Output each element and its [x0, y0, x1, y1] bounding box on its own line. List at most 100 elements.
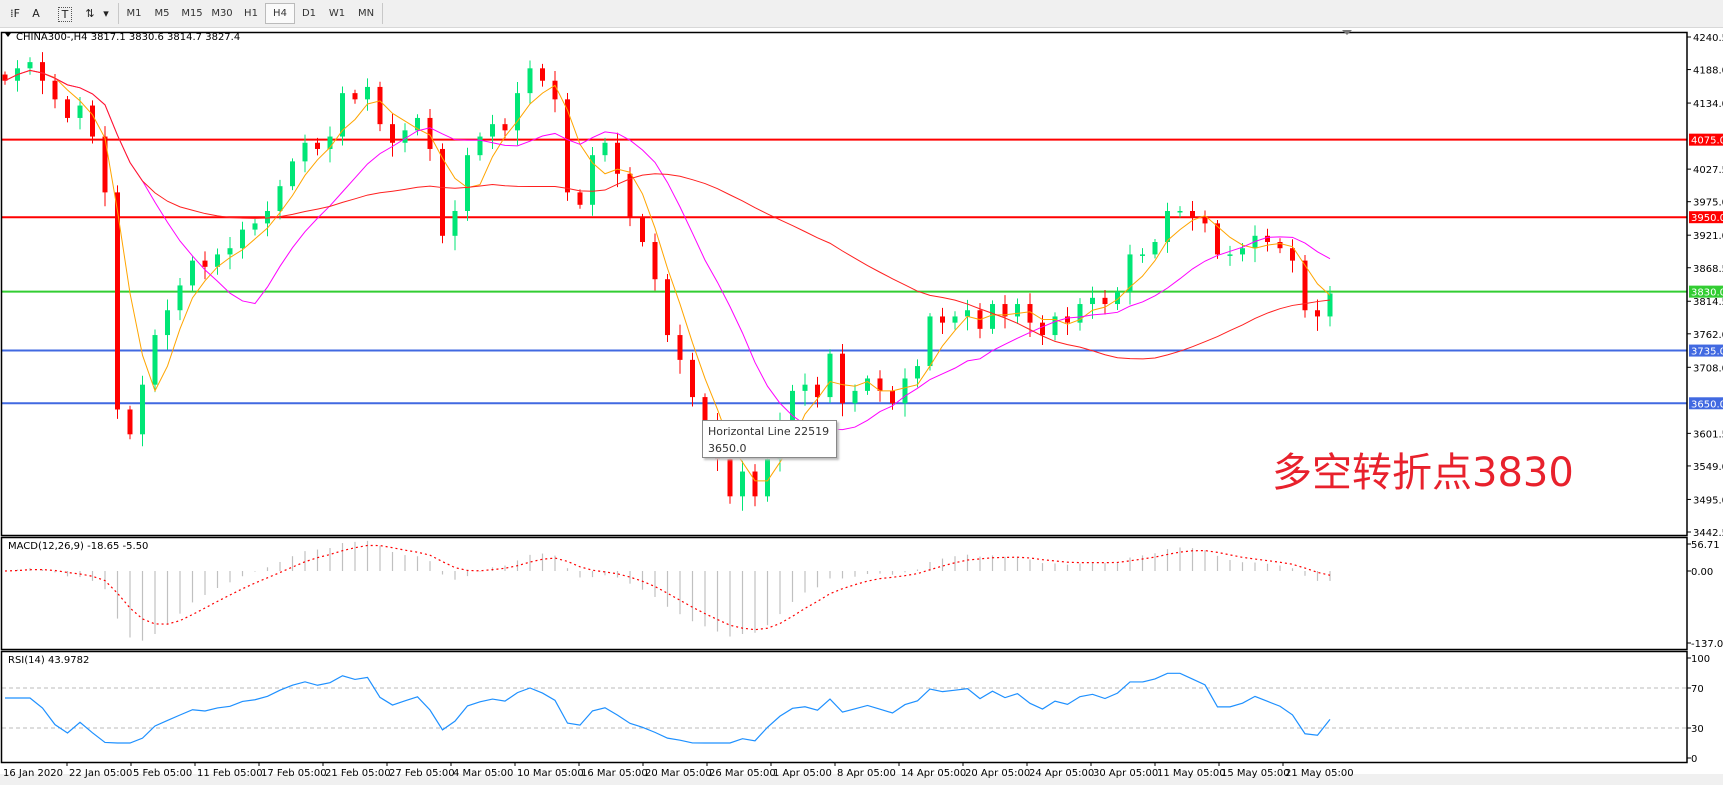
date-label: 1 Apr 05:00: [773, 768, 832, 779]
candle-body: [877, 378, 883, 391]
candle-body: [190, 260, 195, 286]
candle-body: [915, 366, 920, 379]
candle-body: [415, 117, 420, 131]
candle-body: [490, 124, 495, 137]
candle-body: [440, 148, 445, 236]
candle-body: [427, 117, 433, 149]
candle-body: [540, 68, 545, 81]
candle-body: [127, 409, 133, 435]
candle-body: [765, 459, 770, 497]
price-line-tag-label: 3950.0: [1691, 213, 1723, 224]
chart-annotation: 多空转折点3830: [1272, 450, 1574, 496]
price-line-tag: [1689, 285, 1723, 298]
candle-body: [1315, 310, 1320, 317]
rsi-tick-label: 0: [1691, 754, 1697, 765]
date-label: 27 Feb 05:00: [389, 768, 455, 779]
candle-body: [1115, 291, 1120, 305]
rsi-tick-label: 30: [1691, 724, 1704, 735]
candle-body: [590, 155, 595, 205]
candle-body: [1102, 297, 1108, 305]
candle-body: [215, 254, 220, 267]
rsi-panel[interactable]: [2, 672, 1687, 744]
timeframe-mn[interactable]: MN: [357, 8, 375, 19]
arrows-tool-icon[interactable]: ⇅: [85, 7, 95, 20]
candle-body: [277, 186, 283, 211]
date-label: 20 Mar 05:00: [645, 768, 712, 779]
price-tick-label: 4134.0: [1693, 99, 1723, 110]
date-label: 8 Apr 05:00: [837, 768, 896, 779]
candle-body: [65, 99, 70, 118]
text-tool-icon[interactable]: A: [32, 7, 40, 20]
candle-body: [1290, 248, 1295, 261]
candle-body: [52, 80, 58, 100]
candle-body: [802, 384, 808, 391]
price-tick-label: 3762.0: [1693, 330, 1723, 341]
candle-body: [152, 335, 158, 385]
candle-body: [790, 390, 795, 422]
candle-body: [1140, 254, 1145, 256]
macd-label: MACD(12,26,9) -18.65 -5.50: [8, 541, 148, 552]
candle-body: [1227, 254, 1233, 256]
macd-panel-border: [0, 536, 1688, 651]
price-tick-label: 3975.0: [1693, 198, 1723, 209]
price-panel-border: [0, 31, 1688, 537]
candle-body: [102, 136, 108, 193]
date-label: 21 May 05:00: [1285, 768, 1354, 779]
candle-body: [1215, 223, 1220, 255]
timeframe-m15[interactable]: M15: [181, 8, 203, 19]
candle-body: [690, 359, 695, 398]
candle-body: [665, 279, 670, 336]
candle-body: [1065, 316, 1070, 323]
rsi-panel-border: [0, 650, 1688, 764]
date-label: 11 Feb 05:00: [197, 768, 263, 779]
candle-body: [1240, 248, 1245, 255]
timeframe-d1[interactable]: D1: [301, 8, 317, 19]
macd-signal-line: [4, 544, 1331, 631]
price-line-tag-label: 3650.0: [1691, 399, 1723, 410]
timeframe-m5[interactable]: M5: [154, 8, 170, 19]
price-panel[interactable]: [2, 52, 1687, 511]
candle-body: [90, 105, 95, 137]
candle-body: [740, 471, 745, 497]
horizontal-line-tooltip: Horizontal Line 22519 3650.0: [702, 420, 837, 458]
candle-body: [327, 136, 333, 149]
date-label: 16 Jan 2020: [3, 768, 63, 779]
candle-body: [77, 105, 83, 118]
candle-body: [577, 192, 583, 205]
candle-body: [2, 74, 8, 81]
candle-body: [1040, 322, 1045, 336]
candle-body: [952, 316, 958, 323]
macd-panel[interactable]: [4, 540, 1331, 641]
timeframe-m1[interactable]: M1: [126, 8, 142, 19]
date-label: 14 Apr 05:00: [901, 768, 966, 779]
date-label: 24 Apr 05:00: [1029, 768, 1094, 779]
timeframe-m30[interactable]: M30: [211, 8, 233, 19]
candle-body: [1302, 260, 1308, 311]
candle-body: [1127, 254, 1133, 292]
text-label-icon[interactable]: T: [58, 7, 72, 22]
macd-tick-label: -137.01: [1691, 639, 1723, 650]
axes: 4240.5 4188.0 4134.0 4027.5 3975.0 3921.0 3868…: [0, 31, 1723, 779]
candle-body: [452, 210, 458, 236]
timeframe-h1[interactable]: H1: [244, 8, 258, 19]
date-label: 11 May 05:00: [1157, 768, 1226, 779]
chevron-down-icon[interactable]: ▾: [103, 7, 109, 20]
chart-window[interactable]: 4240.5 4188.0 4134.0 4027.5 3975.0 3921.0 3868…: [0, 28, 1723, 785]
candle-body: [27, 62, 33, 69]
chart-shift-marker-icon[interactable]: [1342, 30, 1352, 35]
ma-slow-line: [4, 69, 1331, 360]
price-tick-label: 3921.0: [1693, 231, 1723, 242]
grid-fibo-icon[interactable]: ⁞F: [10, 7, 20, 20]
date-label: 17 Feb 05:00: [261, 768, 327, 779]
price-tick-label: 4240.5: [1693, 33, 1723, 44]
timeframe-h4[interactable]: H4: [265, 3, 295, 24]
timeframe-w1[interactable]: W1: [328, 8, 346, 19]
price-tick-label: 3868.5: [1693, 264, 1723, 275]
candle-body: [840, 353, 845, 404]
candle-body: [965, 310, 970, 317]
candle-body: [627, 173, 633, 218]
rsi-line: [5, 672, 1331, 744]
candle-body: [552, 80, 558, 100]
rsi-tick-label: 70: [1691, 684, 1704, 695]
candle-body: [902, 378, 908, 404]
